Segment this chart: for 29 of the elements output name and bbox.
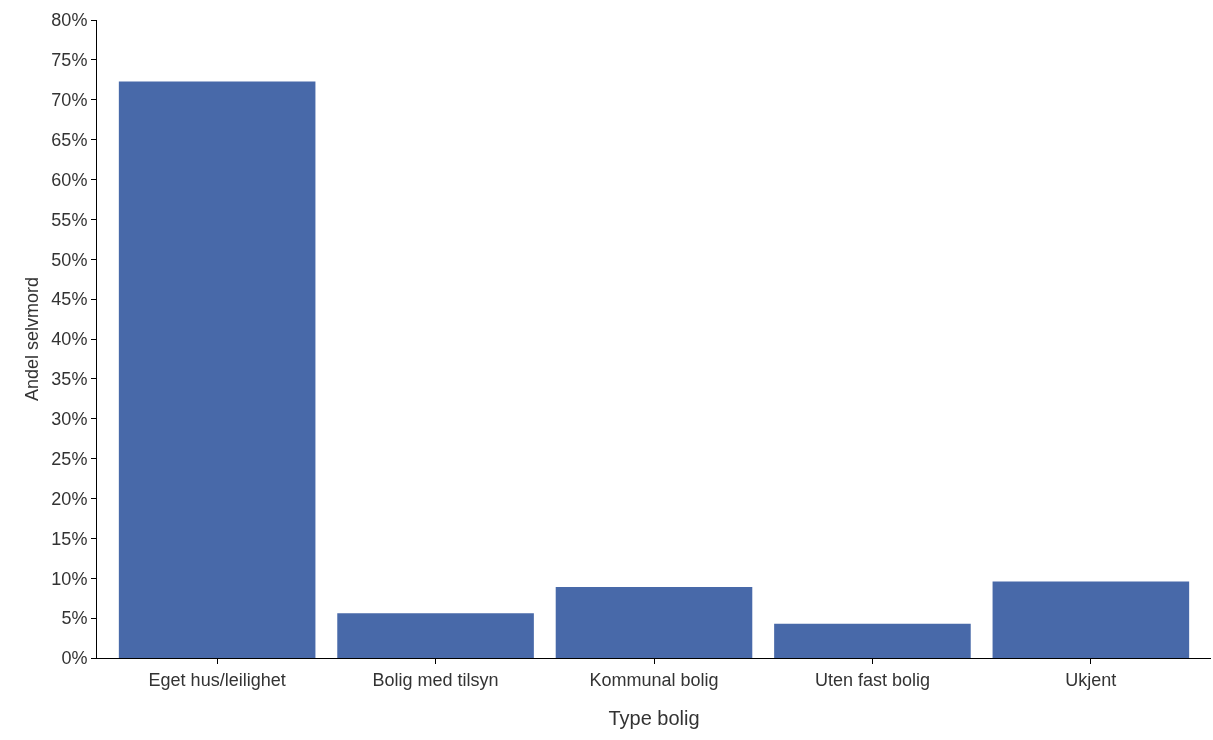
y-tick-label: 10% bbox=[51, 568, 88, 589]
y-tick-label: 75% bbox=[51, 50, 88, 71]
bar bbox=[118, 81, 316, 658]
bar bbox=[555, 587, 753, 658]
bar bbox=[774, 623, 971, 658]
y-tick-label: 55% bbox=[51, 209, 88, 230]
y-tick-label: 25% bbox=[51, 448, 88, 469]
x-tick-label: Ukjent bbox=[1065, 669, 1117, 690]
x-tick-label: Bolig med tilsyn bbox=[372, 669, 499, 690]
y-tick-label: 65% bbox=[51, 129, 88, 150]
y-tick-label: 35% bbox=[51, 369, 88, 390]
y-tick-label: 0% bbox=[61, 648, 88, 669]
x-tick-label: Kommunal bolig bbox=[589, 669, 719, 690]
y-tick-label: 5% bbox=[61, 608, 88, 629]
y-tick-label: 40% bbox=[51, 329, 88, 350]
y-axis-title: Andel selvmord bbox=[21, 276, 42, 402]
y-tick-label: 15% bbox=[51, 528, 88, 549]
x-axis-title: Type bolig bbox=[608, 707, 700, 730]
y-tick-label: 60% bbox=[51, 169, 88, 190]
x-tick-label: Uten fast bolig bbox=[814, 669, 930, 690]
y-tick-label: 45% bbox=[51, 289, 88, 310]
y-tick-label: 30% bbox=[51, 409, 88, 430]
y-tick-label: 20% bbox=[51, 488, 88, 509]
bar bbox=[337, 613, 534, 658]
y-tick-label: 70% bbox=[51, 90, 88, 111]
x-tick-label: Eget hus/leilighet bbox=[148, 669, 286, 690]
y-tick-label: 50% bbox=[51, 249, 88, 270]
bar bbox=[992, 581, 1190, 658]
y-tick-label: 80% bbox=[51, 10, 88, 31]
